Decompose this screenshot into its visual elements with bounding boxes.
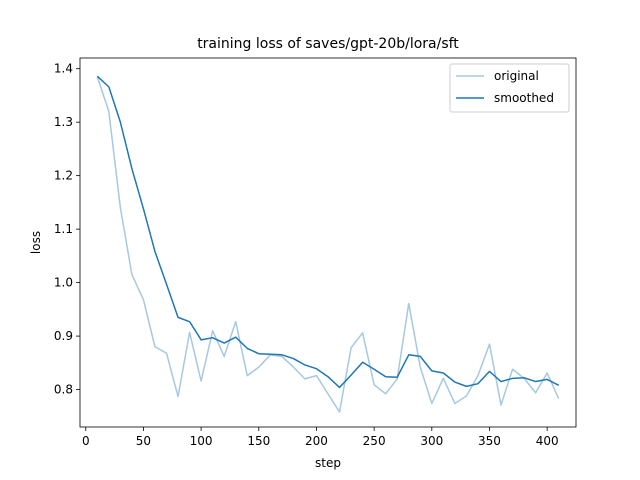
legend-label-original: original [494, 69, 539, 83]
legend: original smoothed [449, 63, 570, 113]
x-tick-label: 400 [536, 434, 559, 448]
y-tick-label: 1.4 [54, 62, 73, 76]
x-tick-label: 150 [247, 434, 270, 448]
x-tick-label: 300 [420, 434, 443, 448]
plot-lines [96, 75, 560, 413]
y-axis-label: loss [29, 231, 43, 254]
y-tick-label: 0.8 [54, 383, 73, 397]
series-line-smoothed [96, 75, 560, 389]
series-line-original [96, 76, 560, 413]
y-tick-label: 1.0 [54, 276, 73, 290]
x-tick-label: 200 [305, 434, 328, 448]
x-tick-label: 50 [136, 434, 151, 448]
x-axis-label: step [315, 456, 341, 470]
y-tick-label: 1.3 [54, 115, 73, 129]
y-tick-label: 1.1 [54, 222, 73, 236]
y-tick-label: 0.9 [54, 329, 73, 343]
chart-title: training loss of saves/gpt-20b/lora/sft [197, 36, 459, 52]
y-tick-label: 1.2 [54, 169, 73, 183]
x-tick-label: 350 [478, 434, 501, 448]
axes-frame [79, 57, 577, 428]
x-tick-label: 0 [82, 434, 90, 448]
y-axis-ticks: 0.8 0.9 1.0 1.1 1.2 1.3 1.4 [54, 62, 80, 397]
legend-label-smoothed: smoothed [494, 91, 554, 105]
x-tick-label: 250 [363, 434, 386, 448]
x-axis-ticks: 0 50 100 150 200 250 300 350 400 [82, 427, 559, 448]
x-tick-label: 100 [190, 434, 213, 448]
